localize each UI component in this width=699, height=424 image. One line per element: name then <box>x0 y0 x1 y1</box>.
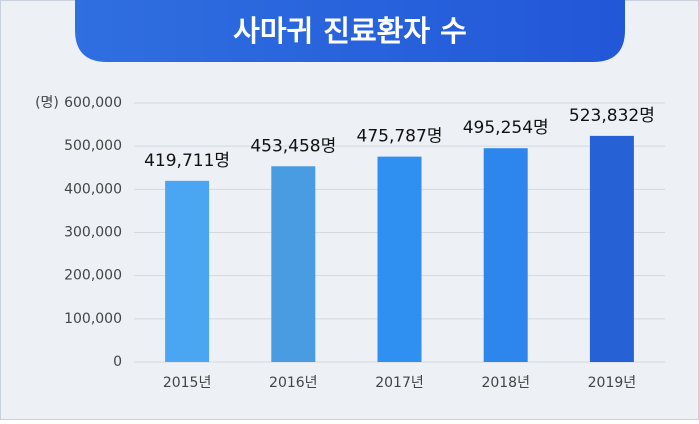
y-unit: (명) <box>35 95 59 111</box>
y-tick-label: 0 <box>113 354 122 370</box>
y-tick-label: 400,000 <box>64 181 122 197</box>
x-tick-label: 2015년 <box>163 375 212 391</box>
bar <box>165 180 210 362</box>
bar <box>483 148 528 362</box>
value-label: 495,254명 <box>463 118 549 138</box>
title-banner <box>75 0 625 62</box>
x-tick-label: 2018년 <box>481 375 530 391</box>
value-label: 475,787명 <box>357 127 443 147</box>
bar <box>377 156 422 362</box>
bar <box>271 166 316 362</box>
y-tick-label: 300,000 <box>64 225 122 241</box>
y-tick-label: 200,000 <box>64 268 122 284</box>
x-tick-label: 2016년 <box>269 375 318 391</box>
y-tick-label: 600,000 <box>64 95 122 111</box>
chart-title: 사마귀 진료환자 수 <box>233 14 467 48</box>
value-label: 419,711명 <box>144 151 230 171</box>
y-tick-label: 500,000 <box>64 138 122 154</box>
x-tick-label: 2017년 <box>375 375 424 391</box>
value-label: 523,832명 <box>569 106 655 126</box>
x-tick-label: 2019년 <box>588 375 637 391</box>
bar <box>589 135 634 362</box>
value-label: 453,458명 <box>250 136 336 156</box>
y-tick-label: 100,000 <box>64 311 122 327</box>
